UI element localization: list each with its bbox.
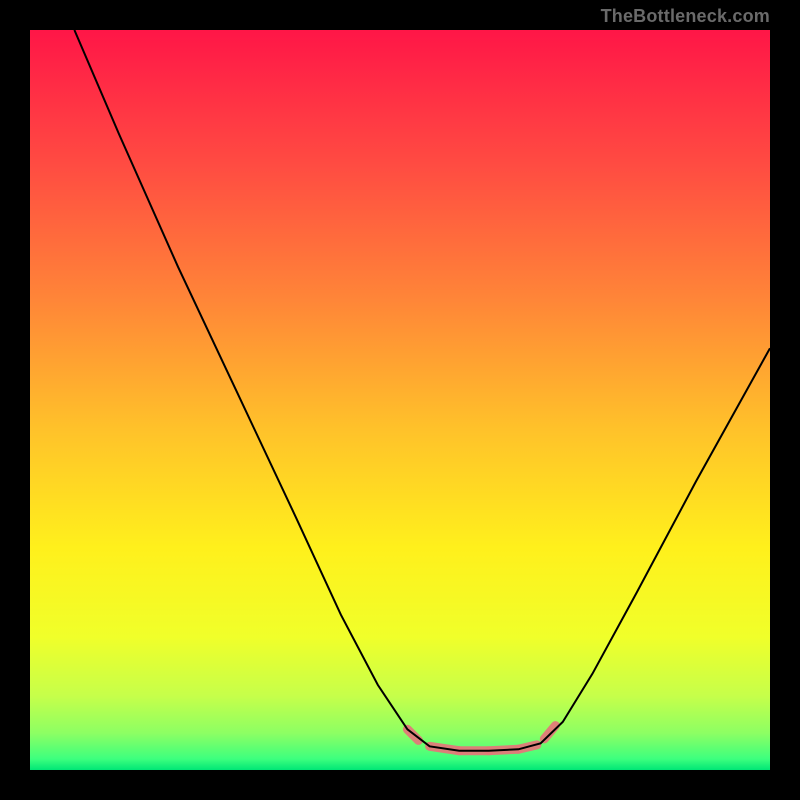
plot-area: [30, 30, 770, 770]
watermark-text: TheBottleneck.com: [601, 6, 770, 27]
chart-frame: TheBottleneck.com: [0, 0, 800, 800]
curve-layer: [30, 30, 770, 770]
bottleneck-curve: [74, 30, 770, 751]
